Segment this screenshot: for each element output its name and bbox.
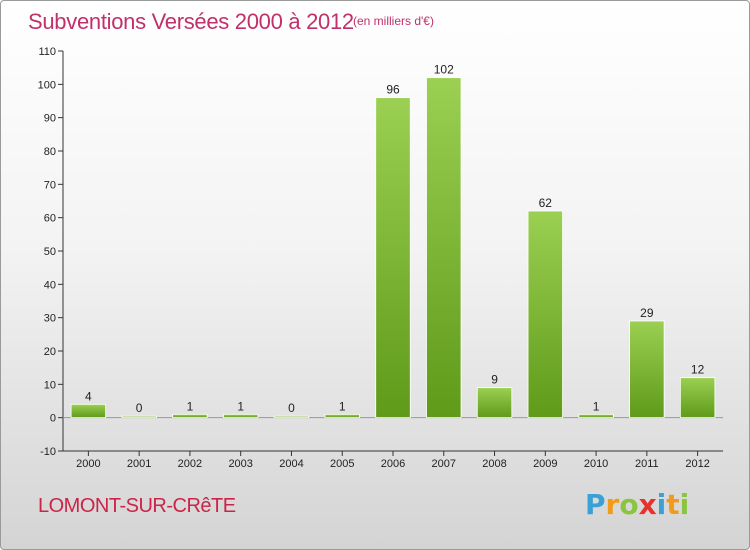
x-tick-label: 2011 [635,458,659,470]
y-tick-label: 20 [44,346,56,358]
y-tick-label: 100 [38,79,56,91]
x-tick-label: 2012 [685,458,709,470]
data-label: 0 [288,401,295,415]
x-tick-label: 2010 [584,458,608,470]
x-tick-label: 2007 [432,458,456,470]
y-tick-label: 0 [50,413,56,425]
x-tick-label: 2004 [279,458,303,470]
y-tick-label: 80 [44,146,56,158]
x-tick-label: 2006 [381,458,405,470]
x-tick-label: 2008 [482,458,506,470]
x-tick-label: 2002 [178,458,202,470]
x-tick-label: 2009 [533,458,557,470]
bar[interactable] [679,377,716,419]
data-label: 102 [434,63,454,77]
bar[interactable] [527,210,563,419]
data-label: 29 [640,306,654,320]
data-label: 9 [491,373,498,387]
x-tick-label: 2005 [330,458,354,470]
unit-note: (en milliers d'€) [353,14,434,28]
y-tick-label: 70 [44,179,56,191]
y-tick-label: 110 [38,46,56,58]
bar[interactable] [70,403,107,419]
y-tick-label: 40 [44,279,56,291]
place-name: LOMONT-SUR-CRêTE [38,495,236,517]
data-labels: 4 0 1 1 0 1 96 102 9 62 1 29 12 [85,63,705,415]
bar[interactable] [223,413,259,419]
y-tick-label: 10 [44,379,56,391]
logo-letter: i [656,488,667,521]
y-tick-label: 30 [44,313,56,325]
data-label: 1 [339,399,346,413]
y-tick-label: -10 [40,446,56,458]
y-tick-label: 60 [44,213,56,225]
chart-title: Subventions Versées 2000 à 2012 [28,9,354,34]
data-label: 96 [386,83,400,97]
logo-letter: t [666,488,680,521]
data-label: 1 [237,399,244,413]
y-tick-label: 50 [44,246,56,258]
bar[interactable] [476,387,513,419]
data-label: 4 [85,389,92,403]
logo-letter: i [679,488,690,521]
proxiti-logo[interactable]: Proxiti [585,488,689,521]
bar[interactable] [324,413,360,419]
data-label: 62 [539,196,553,210]
bars [70,77,716,419]
logo-letter: x [638,488,657,521]
x-tick-label: 2000 [76,458,100,470]
bar[interactable] [172,413,208,419]
bar[interactable] [375,97,411,419]
bar[interactable] [629,320,665,419]
bar[interactable] [578,413,614,419]
bar[interactable] [121,415,157,419]
data-label: 0 [136,401,143,415]
data-label: 12 [691,363,705,377]
data-label: 1 [593,399,600,413]
logo-letter: o [619,488,639,521]
y-tick-label: 90 [44,113,56,125]
x-tick-label: 2003 [228,458,252,470]
logo-letter: P [585,488,606,521]
data-label: 1 [187,399,194,413]
bar[interactable] [426,77,462,419]
logo-letter: r [605,488,620,521]
x-tick-label: 2001 [127,458,151,470]
bar[interactable] [273,415,310,419]
